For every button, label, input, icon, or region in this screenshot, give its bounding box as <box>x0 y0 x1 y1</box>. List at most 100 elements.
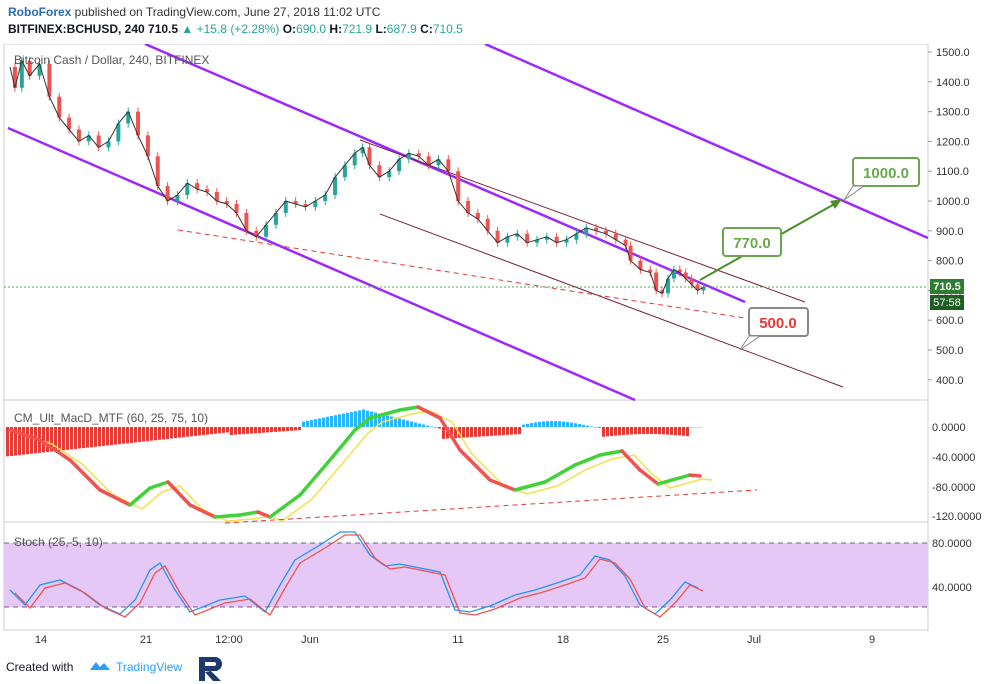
candle-body <box>406 153 411 160</box>
macd-hist-bar <box>102 427 105 446</box>
macd-hist-bar <box>466 427 469 438</box>
macd-hist-bar <box>506 427 509 435</box>
candle-body <box>313 201 318 207</box>
tradingview-link[interactable]: TradingView <box>116 660 183 674</box>
candle-body <box>701 287 706 291</box>
tradingview-logo-icon[interactable] <box>88 658 112 674</box>
time-tick-label: 9 <box>869 634 875 646</box>
candle-body <box>554 236 559 243</box>
macd-main-segment <box>573 453 602 467</box>
macd-hist-bar <box>190 427 193 437</box>
macd-hist-bar <box>426 425 429 427</box>
minor-channel-top[interactable] <box>359 139 806 303</box>
macd-hist-bar <box>298 427 301 431</box>
candle-body <box>574 233 579 240</box>
macd-hist-bar <box>510 427 513 435</box>
candle-body <box>244 212 249 231</box>
price-tick-label: 600.0 <box>936 315 964 327</box>
macd-hist-bar <box>206 427 209 435</box>
open-label: O: <box>282 22 297 36</box>
candle-body <box>47 63 52 97</box>
macd-hist-bar <box>142 427 145 442</box>
macd-hist-bar <box>602 427 605 437</box>
target-1000-box[interactable] <box>852 157 920 187</box>
macd-signal-line <box>21 410 713 522</box>
macd-main-segment <box>398 405 420 412</box>
macd-hist-bar <box>574 423 577 427</box>
candle-body <box>264 224 269 237</box>
stoch-axis: 80.0000 40.0000 <box>932 538 972 594</box>
macd-hist-bar <box>470 427 473 438</box>
candle-body <box>96 135 101 148</box>
price-tick-label: 1200.0 <box>936 136 970 148</box>
macd-hist-bar <box>294 427 297 431</box>
macd-hist-bar <box>590 426 593 427</box>
macd-main-segment <box>148 480 170 490</box>
channel-upper-line[interactable] <box>144 44 746 304</box>
candle-body <box>234 203 239 213</box>
macd-hist-bar <box>658 427 661 435</box>
price-axis[interactable]: 1500.0 1400.0 1300.0 1200.0 1100.0 1000.0 900.… <box>928 47 970 387</box>
macd-hist-bar <box>414 422 417 427</box>
channel-outer-line[interactable] <box>484 44 929 240</box>
macd-hist-bar <box>282 427 285 432</box>
candle-body <box>377 165 382 178</box>
candle-body <box>446 159 451 172</box>
macd-hist-bar <box>442 427 445 439</box>
candle-body <box>648 269 653 273</box>
macd-hist-bar <box>318 418 321 427</box>
candle-body <box>342 165 347 178</box>
chart-area[interactable]: 1500.0 1400.0 1300.0 1200.0 1100.0 1000.0 900.… <box>0 44 995 652</box>
macd-hist-bar <box>162 427 165 440</box>
macd-panel[interactable] <box>3 399 929 523</box>
macd-hist-bar <box>118 427 121 445</box>
author-link[interactable]: RoboForex <box>8 5 72 19</box>
macd-hist-bar <box>598 427 601 428</box>
candle-body <box>360 147 365 154</box>
candle-body <box>86 135 91 142</box>
time-tick-label: 21 <box>140 634 152 646</box>
macd-hist-bar <box>382 414 385 427</box>
macd-main-segment <box>688 473 702 478</box>
price-panel[interactable] <box>3 44 929 401</box>
minor-channel-bottom[interactable] <box>379 213 844 388</box>
channel-lower-line[interactable] <box>7 126 636 402</box>
macd-hist-bar <box>462 427 465 438</box>
candle-body <box>665 278 670 294</box>
macd-hist-bar <box>302 421 305 427</box>
macd-main-segment <box>38 438 72 462</box>
macd-hist-bar <box>150 427 153 441</box>
macd-hist-bar <box>342 413 345 427</box>
macd-hist-bar <box>222 427 225 433</box>
macd-hist-bar <box>498 427 501 436</box>
macd-hist-bar <box>394 417 397 427</box>
price-tick-label: 500.0 <box>936 345 964 357</box>
candles-group <box>12 56 706 298</box>
macd-hist-bar <box>246 427 249 434</box>
stoch-band <box>4 543 928 607</box>
macd-hist-bar <box>670 427 673 435</box>
target-500-box[interactable] <box>748 307 809 337</box>
macd-hist-bar <box>326 416 329 427</box>
candle-body <box>623 239 628 246</box>
macd-hist-bar <box>134 427 137 443</box>
candle-body <box>12 66 17 88</box>
candle-body <box>475 212 480 219</box>
time-tick-label: 12:00 <box>215 634 243 646</box>
target-770-box[interactable] <box>722 227 782 257</box>
macd-hist-bar <box>62 427 65 451</box>
macd-hist-bar <box>514 427 517 435</box>
macd-hist-bar <box>534 422 537 427</box>
macd-hist-bar <box>46 427 49 452</box>
macd-hist-bar <box>82 427 85 449</box>
time-axis[interactable]: 14 21 12:00 Jun 11 18 25 Jul 9 <box>35 634 875 646</box>
candle-body <box>564 239 569 243</box>
macd-hist-bar <box>662 427 665 435</box>
macd-hist-bar <box>378 413 381 427</box>
macd-hist-bar <box>178 427 181 438</box>
target-1000-label: 1000.0 <box>863 165 909 182</box>
support-dashed-line[interactable] <box>177 229 746 319</box>
macd-hist-bar <box>22 427 25 455</box>
macd-hist-bar <box>166 427 169 439</box>
macd-hist-bar <box>454 427 457 439</box>
